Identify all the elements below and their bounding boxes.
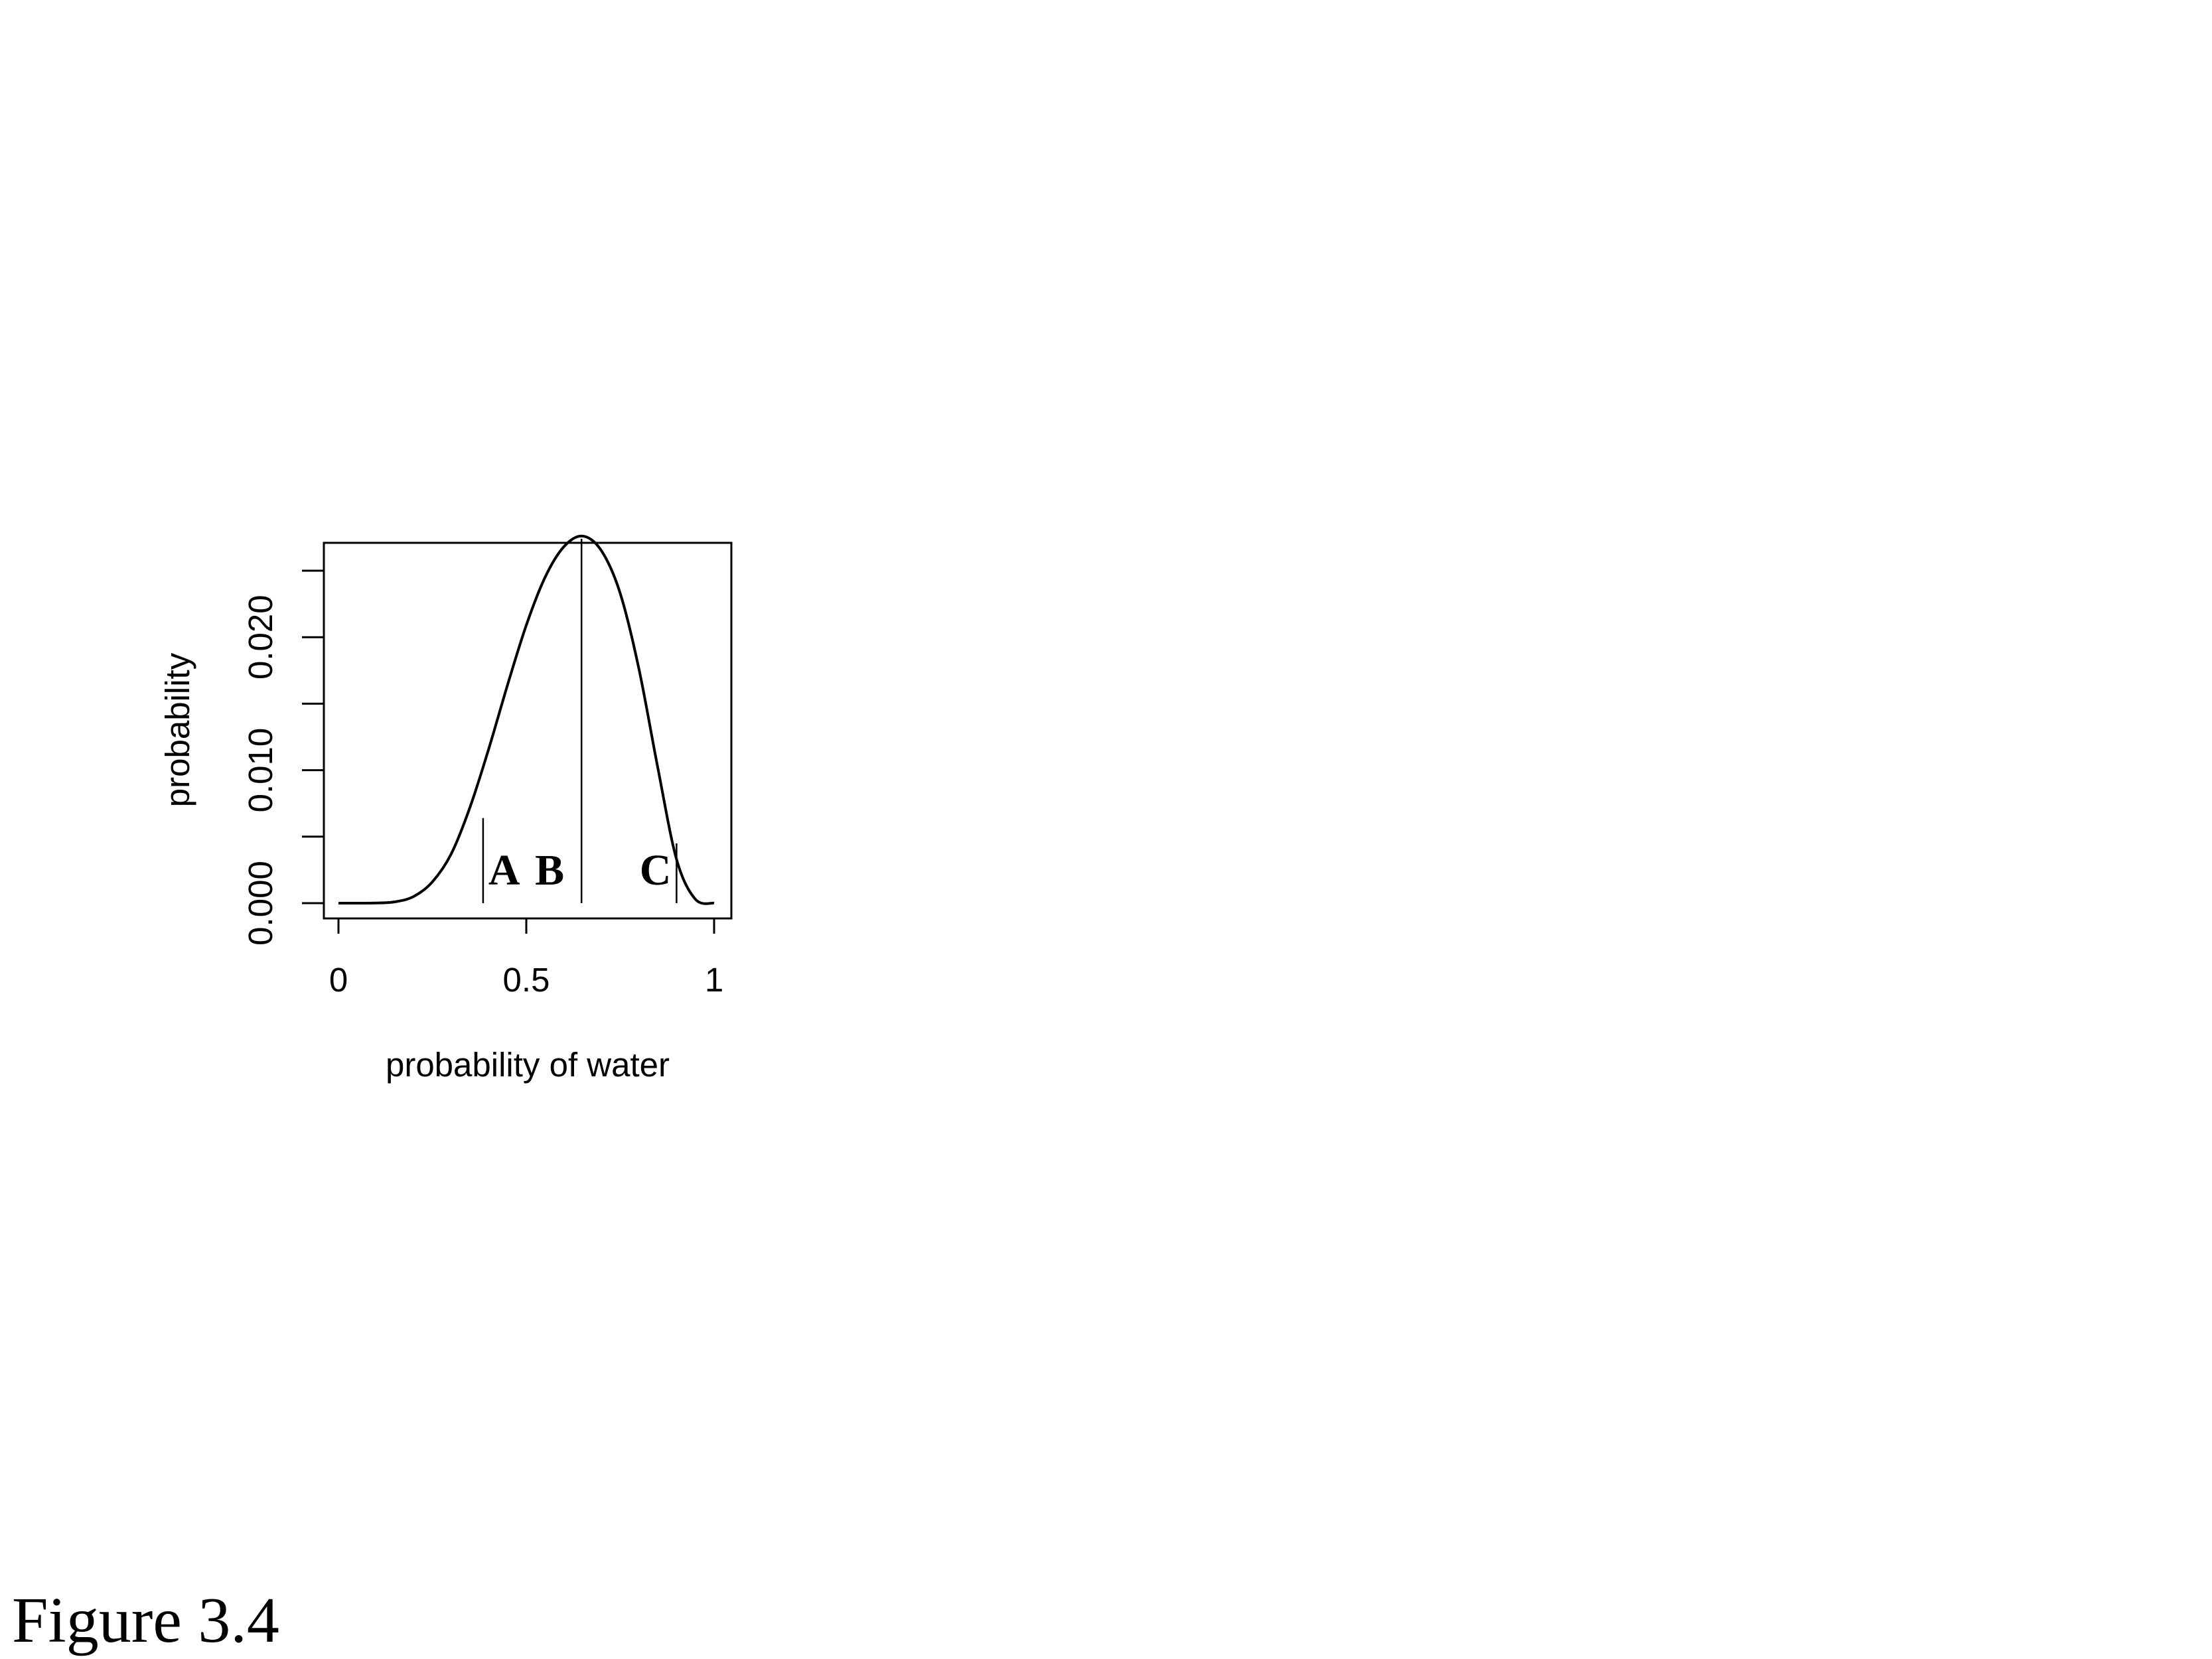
figure-caption: Figure 3.4: [12, 1585, 279, 1656]
marker-label-c: C: [640, 846, 672, 895]
posterior-density-curve: [338, 534, 715, 905]
marker-label-a: A: [488, 846, 520, 895]
marker-label-b: B: [535, 846, 564, 895]
x-tick-label: 1: [705, 961, 723, 999]
x-axis-label: probability of water: [386, 1046, 670, 1084]
y-axis: 0.000 0.010 0.020: [242, 569, 325, 946]
y-tick-label: 0.010: [242, 728, 279, 813]
x-axis: 0 0.5 1: [329, 917, 723, 999]
y-tick-label: 0.020: [242, 595, 279, 680]
x-tick-label: 0: [329, 961, 348, 999]
y-axis-label: probability: [159, 652, 196, 807]
x-tick-label: 0.5: [503, 961, 550, 999]
y-tick-label: 0.000: [242, 861, 279, 946]
